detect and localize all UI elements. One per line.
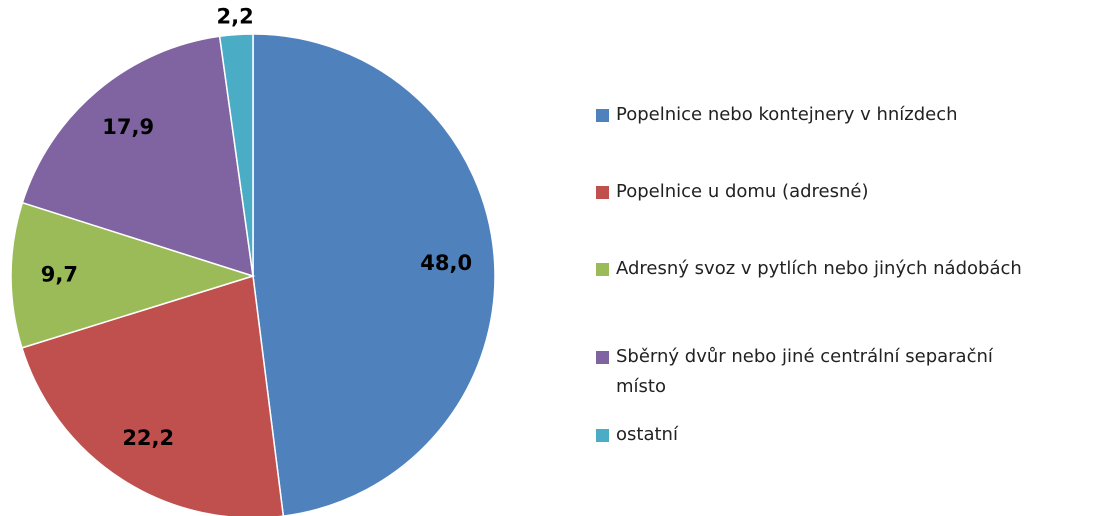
legend-swatch [596,186,609,199]
pie-slice [218,33,254,277]
pie-area: 48,0 22,2 9,7 17,9 2,2 [10,5,496,516]
legend-label: Popelnice nebo kontejnery v hnízdech [616,104,958,125]
legend-item: ostatní [596,420,678,450]
legend-item: Popelnice u domu (adresné) [596,177,869,207]
data-label: 48,0 [420,251,472,275]
legend-label: Adresný svoz v pytlích nebo jiných nádob… [616,258,1022,279]
legend-swatch [596,109,609,122]
legend-label: Popelnice u domu (adresné) [616,181,869,202]
data-label: 22,2 [122,426,174,450]
pie-slice [20,275,285,516]
pie-slice [21,35,254,278]
legend-label: Sběrný dvůr nebo jiné centrální separačn… [616,346,993,397]
pie-slice [252,33,496,516]
legend-item: Popelnice nebo kontejnery v hnízdech [596,100,958,130]
legend-item: Adresný svoz v pytlích nebo jiných nádob… [596,254,1022,284]
legend-swatch [596,351,609,364]
legend-swatch [596,263,609,276]
data-label: 17,9 [102,115,154,139]
legend-label: ostatní [616,424,678,445]
pie-slice [10,201,256,349]
legend-item: Sběrný dvůr nebo jiné centrální separačn… [596,342,1046,402]
legend-swatch [596,429,609,442]
data-label: 2,2 [217,5,254,29]
data-label: 9,7 [41,262,78,286]
